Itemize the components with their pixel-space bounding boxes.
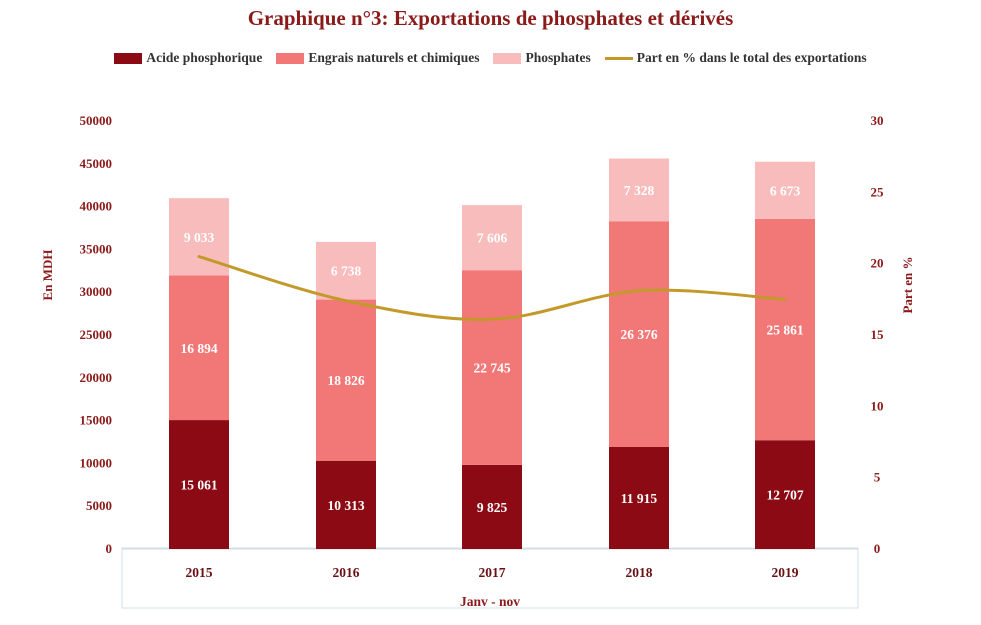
bar-value-label: 18 826	[327, 373, 364, 388]
bar-segment	[316, 460, 376, 549]
y2-axis-title: Part en %	[900, 256, 915, 313]
bar-segment	[169, 275, 229, 421]
legend-swatch-acide	[114, 52, 143, 64]
legend-label-acide: Acide phosphorique	[146, 50, 263, 65]
legend-swatch-part	[604, 56, 633, 60]
y-tick-label: 15000	[80, 413, 113, 428]
bar-value-label: 25 861	[766, 323, 803, 338]
bar-segment	[169, 420, 229, 549]
bar-segment	[609, 158, 669, 222]
y-tick-label: 5000	[86, 498, 112, 513]
y-tick-label: 50000	[80, 113, 113, 128]
bar-value-label: 9 825	[477, 500, 508, 515]
legend-label-engrais: Engrais naturels et chimiques	[308, 50, 480, 65]
bar-value-label: 9 033	[184, 230, 215, 245]
bar-labels: 15 061 16 894 9 033 10 313 18 826 6 738 9 825 2…	[180, 183, 803, 515]
y2-tick-label: 10	[871, 398, 884, 413]
y-tick-label: 10000	[80, 455, 113, 470]
bar-value-label: 12 707	[766, 488, 803, 503]
bar-value-label: 15 061	[180, 478, 217, 493]
legend-swatch-phosphates	[493, 52, 522, 64]
x-tick-label: 2018	[626, 565, 653, 580]
y-tick-label: 35000	[80, 241, 113, 256]
bar-segment	[462, 205, 522, 271]
legend-item-acide: Acide phosphorique	[114, 50, 262, 66]
y-tick-label: 25000	[80, 327, 113, 342]
y-tick-label: 0	[106, 541, 113, 556]
bar-value-label: 10 313	[327, 498, 364, 513]
legend-item-engrais: Engrais naturels et chimiques	[276, 50, 479, 66]
bar-value-label: 7 606	[477, 231, 508, 246]
y2-tick-label: 5	[874, 470, 881, 485]
legend-label-phosphates: Phosphates	[525, 50, 591, 65]
y-tick-label: 20000	[80, 370, 113, 385]
bar-segment	[755, 440, 815, 549]
y-tick-label: 30000	[80, 284, 113, 299]
bar-segment	[609, 221, 669, 448]
bar-value-label: 22 745	[473, 361, 510, 376]
bar-segment	[316, 299, 376, 461]
x-axis-title: Janv - nov	[460, 594, 520, 609]
legend-item-phosphates: Phosphates	[493, 50, 591, 66]
line-layer	[197, 255, 787, 321]
y2-tick-label: 15	[871, 327, 885, 342]
x-tick-label: 2015	[186, 565, 213, 580]
y-axis-ticks: 0 5000 10000 15000 20000 25000 30000 35000 40000…	[80, 113, 113, 556]
y-tick-label: 45000	[80, 156, 113, 171]
bar-segment	[609, 447, 669, 549]
x-tick-label: 2016	[333, 565, 360, 580]
y-tick-label: 40000	[80, 199, 113, 214]
bar-value-label: 26 376	[620, 327, 657, 342]
bar-segment	[462, 270, 522, 465]
legend: Acide phosphorique Engrais naturels et c…	[0, 50, 981, 66]
chart-title: Graphique n°3: Exportations de phosphate…	[247, 6, 734, 30]
x-tick-label: 2017	[479, 565, 506, 580]
y2-tick-label: 25	[871, 184, 885, 199]
bar-value-label: 7 328	[624, 183, 655, 198]
legend-item-part: Part en % dans le total des exportations	[604, 50, 867, 66]
x-tick-label: 2019	[772, 565, 799, 580]
bars	[169, 158, 815, 549]
bar-segment	[316, 241, 376, 300]
y2-tick-label: 20	[871, 256, 884, 271]
bar-segment	[462, 464, 522, 549]
y2-axis-ticks: 0 5 10 15 20 25 30	[871, 113, 885, 556]
bar-value-label: 11 915	[621, 491, 658, 506]
bar-value-label: 16 894	[180, 341, 217, 356]
x-axis-ticks: 2015 2016 2017 2018 2019	[186, 565, 799, 580]
y2-tick-label: 30	[871, 113, 884, 128]
y-axis-title: En MDH	[40, 250, 55, 301]
bar-value-label: 6 738	[331, 264, 362, 279]
bar-segment	[755, 161, 815, 219]
y2-tick-label: 0	[874, 541, 881, 556]
legend-label-part: Part en % dans le total des exportations	[636, 50, 867, 65]
bar-value-label: 6 673	[770, 183, 801, 198]
line-series-part	[197, 255, 787, 321]
legend-swatch-engrais	[276, 52, 305, 64]
bar-segment	[755, 218, 815, 441]
